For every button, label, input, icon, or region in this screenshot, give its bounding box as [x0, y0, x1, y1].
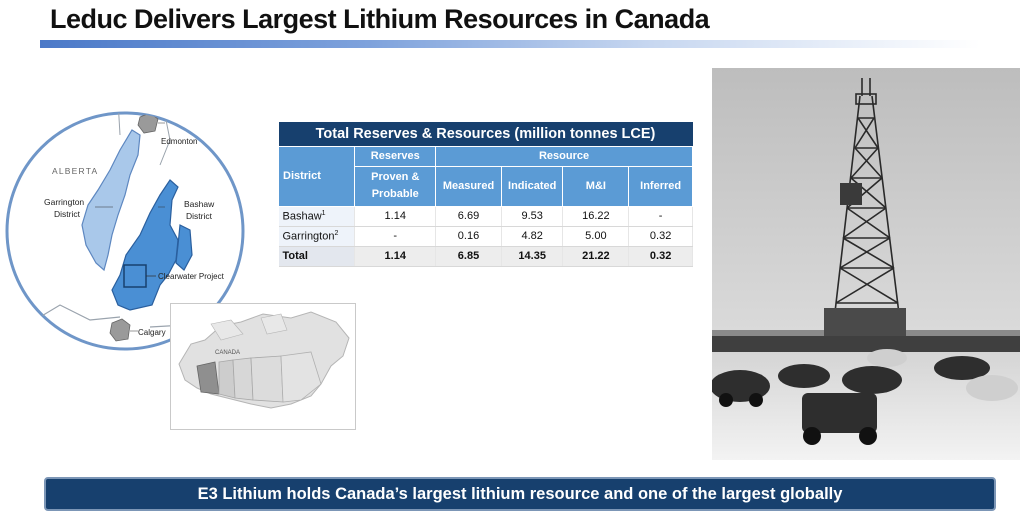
table-row: Bashaw1 1.14 6.69 9.53 16.22 -: [278, 206, 693, 227]
col-header-inferred: Inferred: [628, 165, 693, 207]
cell-indicated: 9.53: [501, 206, 564, 227]
canada-inset-map: CANADA: [170, 303, 356, 430]
group-header-reserves: Reserves: [354, 145, 437, 167]
cell-inferred: -: [628, 206, 693, 227]
reserves-resources-table: Total Reserves & Resources (million tonn…: [277, 122, 693, 267]
col-header-mi: M&I: [562, 165, 630, 207]
cell-district: Garrington2: [278, 226, 356, 247]
cell-district: Total: [278, 246, 356, 267]
garrington-label-2: District: [54, 209, 81, 219]
cell-measured: 0.16: [435, 226, 502, 247]
col-header-indicated: Indicated: [500, 165, 564, 207]
cell-mi: 5.00: [562, 226, 630, 247]
key-message-banner: E3 Lithium holds Canada’s largest lithiu…: [44, 477, 996, 511]
group-header-resource: Resource: [435, 145, 693, 167]
bashaw-label-1: Bashaw: [184, 199, 215, 209]
col-header-measured: Measured: [435, 165, 502, 207]
cell-indicated: 4.82: [501, 226, 564, 247]
alberta-label: ALBERTA: [52, 166, 98, 176]
edmonton-label: Edmonton: [161, 137, 197, 146]
cell-mi: 16.22: [562, 206, 630, 227]
table-row: Garrington2 - 0.16 4.82 5.00 0.32: [278, 226, 693, 247]
col-header-district: District: [277, 145, 356, 207]
historic-derrick-photo: [712, 68, 1020, 460]
cell-inferred: 0.32: [628, 226, 693, 247]
cell-proven: 1.14: [354, 246, 437, 267]
cell-proven: 1.14: [354, 206, 437, 227]
title-underline: [40, 40, 980, 48]
cell-proven: -: [354, 226, 437, 247]
alberta-map: ALBERTA Edmonton Calgary Garrington Dist…: [5, 111, 245, 351]
cell-mi: 21.22: [562, 246, 630, 267]
proven-line1: Proven &: [371, 171, 420, 183]
cell-inferred: 0.32: [628, 246, 693, 267]
canada-label: CANADA: [215, 350, 240, 356]
bashaw-label-2: District: [186, 211, 213, 221]
calgary-label: Calgary: [138, 328, 166, 337]
table-caption: Total Reserves & Resources (million tonn…: [278, 122, 693, 146]
cell-indicated: 14.35: [501, 246, 564, 267]
garrington-label-1: Garrington: [44, 197, 84, 207]
table-row-total: Total 1.14 6.85 14.35 21.22 0.32: [278, 246, 693, 267]
cell-measured: 6.69: [435, 206, 502, 227]
cell-district: Bashaw1: [278, 206, 356, 227]
proven-line2: Probable: [371, 188, 419, 200]
slide-title: Leduc Delivers Largest Lithium Resources…: [50, 4, 710, 34]
col-header-proven-probable: Proven & Probable: [354, 165, 437, 207]
clearwater-label: Clearwater Project: [158, 272, 225, 281]
cell-measured: 6.85: [435, 246, 502, 267]
